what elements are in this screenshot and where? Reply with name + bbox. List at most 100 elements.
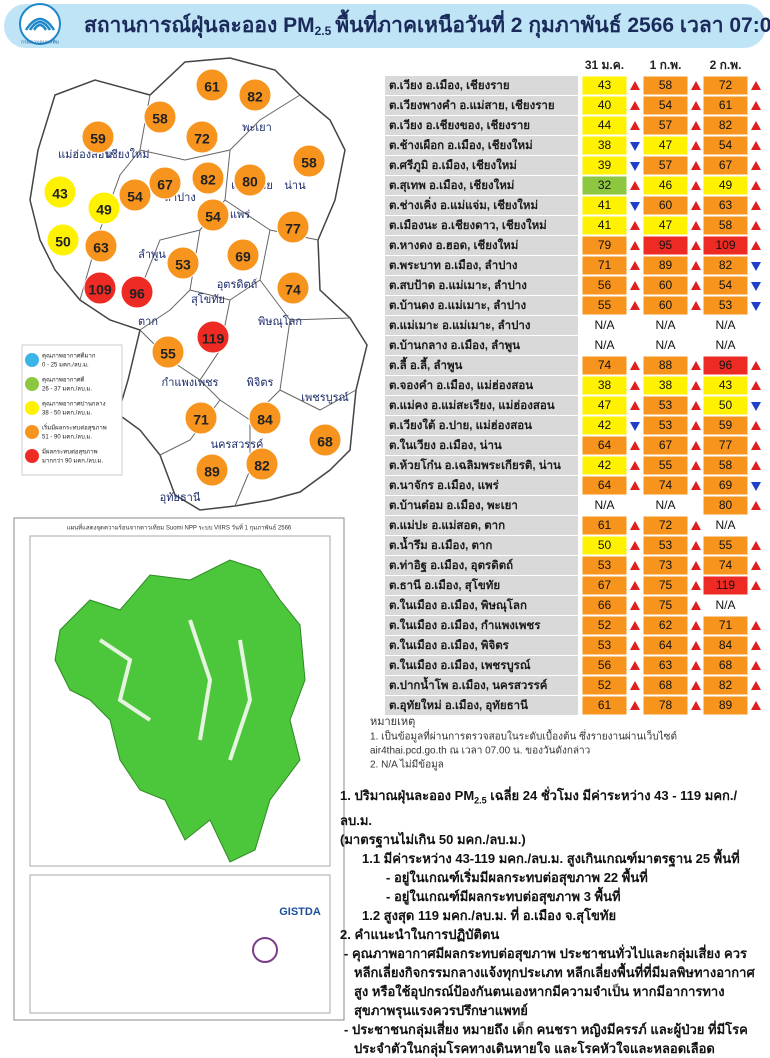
value-cell [702, 495, 749, 516]
trend-arrow [630, 701, 640, 710]
value-cell [581, 155, 628, 176]
province-label: กำแพงเพชร [162, 377, 219, 389]
trend-arrow [751, 381, 761, 390]
trend-arrow [630, 561, 640, 570]
bubble [238, 78, 272, 112]
station-name: ต.บ้านกลาง อ.เมือง, ลำพูน [389, 338, 520, 353]
value: 39 [598, 158, 612, 172]
value: N/A [594, 338, 614, 352]
agency: กรมควบคุมมลพิษ [21, 38, 60, 45]
station-cell [385, 336, 578, 355]
value: 42 [598, 458, 612, 472]
value-cell [642, 315, 689, 336]
trend-arrow [751, 581, 761, 590]
station-cell [385, 136, 578, 155]
province-label: เชียงใหม่ [107, 148, 150, 161]
value-cell [642, 595, 689, 616]
bubble [87, 191, 121, 225]
station-name: ต.อุทัยใหม่ อ.เมือง, อุทัยธานี [389, 698, 528, 713]
station-name: ต.แม่ปะ อ.แม่สอด, ตาก [389, 519, 505, 532]
bubble-value: 49 [96, 202, 112, 218]
station-name: ต.สบป้าด อ.แม่เมาะ, ลำปาง [389, 278, 527, 292]
value-cell [581, 215, 628, 236]
province-label: ตาก [138, 316, 158, 328]
value: 74 [659, 478, 673, 492]
station-cell [385, 236, 578, 255]
value-cell [581, 115, 628, 136]
province-label: แพร่ [230, 209, 250, 221]
value-cell [702, 75, 749, 96]
value: 78 [659, 698, 673, 712]
summary-item: 1. ปริมาณฝุ่นละออง PM2.5 เฉลี่ย 24 ชั่วโ… [340, 786, 765, 830]
bubble-value: 109 [88, 282, 112, 298]
value: 55 [659, 458, 673, 472]
bubble-value: 69 [235, 249, 251, 265]
value: 89 [659, 258, 673, 272]
value: 47 [659, 218, 673, 232]
bubble-value: 82 [200, 172, 216, 188]
value-cell [702, 95, 749, 116]
title: สถานการณ์ฝุ่นละออง PM2.5 พื้นที่ภาคเหนือว… [84, 9, 770, 39]
station-name: ต.แม่เมาะ อ.แม่เมาะ, ลำปาง [389, 318, 531, 332]
value: 82 [719, 118, 733, 132]
province-label: นครสวรรค์ [211, 438, 264, 451]
value-cell [642, 175, 689, 196]
value: 79 [598, 238, 612, 252]
trend-arrow [630, 681, 640, 690]
trend-arrow [691, 181, 701, 190]
trend-arrow [751, 701, 761, 710]
trend-arrow [630, 181, 640, 190]
bubble-value: 82 [247, 89, 263, 105]
station-name: ต.ท่าอิฐ อ.เมือง, อุตรดิตถ์ [389, 558, 513, 573]
value-cell [581, 275, 628, 296]
station-cell [385, 76, 578, 95]
satellite-legend [29, 874, 331, 1014]
value: N/A [715, 518, 735, 532]
station-name: ต.ในเมือง อ.เมือง, พิจิตร [389, 638, 510, 652]
station-name: ต.หางดง อ.ฮอด, เชียงใหม่ [389, 238, 518, 252]
value-cell [581, 395, 628, 416]
bubble [191, 161, 225, 195]
bubble [308, 423, 342, 457]
bubble [118, 178, 152, 212]
value: 77 [719, 438, 733, 452]
legend-range: 26 - 37 มคก./ลบ.ม. [42, 387, 92, 393]
station-cell [385, 556, 578, 575]
value-cell [642, 555, 689, 576]
station-name: ต.เมืองนะ อ.เชียงดาว, เชียงใหม่ [389, 218, 547, 232]
station-cell [385, 596, 578, 615]
value: 61 [598, 518, 612, 532]
trend-arrow [751, 201, 761, 210]
station-cell [385, 156, 578, 175]
bubble [143, 100, 177, 134]
value: N/A [655, 338, 675, 352]
station-cell [385, 116, 578, 135]
station-name: ต.สุเทพ อ.เมือง, เชียงใหม่ [389, 178, 514, 193]
value: 64 [598, 438, 612, 452]
satellite-credit: GISTDA [279, 906, 321, 918]
map-bubbles: 61 82 58 59 72 58 43 54 67 82 80 49 54 77 50 63 53 69 74 10… [43, 68, 342, 487]
station-name: ต.เวียงใต้ อ.ปาย, แม่ฮ่องสอน [389, 418, 532, 432]
value-cell [581, 575, 628, 596]
station-name: ต.บ้านดง อ.แม่เมาะ, ลำปาง [389, 298, 526, 312]
value-cell [581, 475, 628, 496]
column-header: 31 ม.ค. [585, 58, 624, 72]
value: 53 [659, 538, 673, 552]
value-cell [702, 235, 749, 256]
value-cell [642, 295, 689, 316]
value-cell [642, 615, 689, 636]
value-cell [642, 235, 689, 256]
value: 75 [659, 578, 673, 592]
trend-arrow [691, 461, 701, 470]
value-cell [642, 455, 689, 476]
value: 53 [659, 418, 673, 432]
summary-sub: 2.5 [474, 795, 487, 806]
value-cell [702, 115, 749, 136]
trend-arrow [630, 581, 640, 590]
value: 73 [659, 558, 673, 572]
value: 67 [659, 438, 673, 452]
station-cell [385, 356, 578, 375]
value-cell [581, 535, 628, 556]
bubble [148, 166, 182, 200]
trend-arrow [751, 641, 761, 650]
